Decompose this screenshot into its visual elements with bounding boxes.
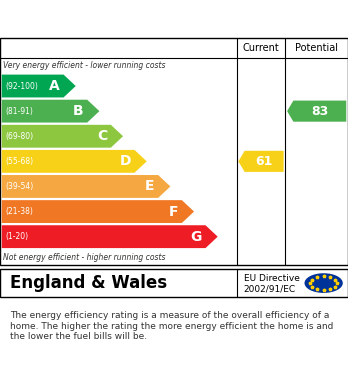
Polygon shape	[2, 200, 194, 223]
Text: C: C	[97, 129, 108, 143]
Text: (69-80): (69-80)	[5, 132, 33, 141]
Polygon shape	[2, 75, 76, 97]
Text: D: D	[120, 154, 131, 169]
Text: Potential: Potential	[295, 43, 338, 53]
Text: Very energy efficient - lower running costs: Very energy efficient - lower running co…	[3, 61, 166, 70]
Text: EU Directive: EU Directive	[244, 274, 300, 283]
Text: Current: Current	[243, 43, 279, 53]
Text: England & Wales: England & Wales	[10, 274, 168, 292]
Polygon shape	[2, 100, 100, 122]
Text: F: F	[169, 204, 179, 219]
Polygon shape	[238, 151, 284, 172]
Text: The energy efficiency rating is a measure of the overall efficiency of a home. T: The energy efficiency rating is a measur…	[10, 311, 334, 341]
Text: G: G	[191, 230, 202, 244]
Text: A: A	[49, 79, 60, 93]
Text: Energy Efficiency Rating: Energy Efficiency Rating	[10, 13, 220, 28]
Text: (92-100): (92-100)	[5, 81, 38, 91]
Text: Not energy efficient - higher running costs: Not energy efficient - higher running co…	[3, 253, 166, 262]
Text: (21-38): (21-38)	[5, 207, 33, 216]
Text: (1-20): (1-20)	[5, 232, 28, 241]
Text: 83: 83	[311, 105, 329, 118]
Text: (39-54): (39-54)	[5, 182, 33, 191]
Polygon shape	[287, 100, 346, 122]
Polygon shape	[2, 225, 218, 248]
Text: 61: 61	[255, 155, 273, 168]
Polygon shape	[2, 125, 123, 148]
Text: B: B	[73, 104, 84, 118]
Text: (81-91): (81-91)	[5, 107, 33, 116]
Polygon shape	[2, 150, 147, 173]
Text: (55-68): (55-68)	[5, 157, 33, 166]
Polygon shape	[2, 175, 171, 198]
Ellipse shape	[304, 273, 343, 293]
Text: E: E	[145, 179, 155, 194]
Text: 2002/91/EC: 2002/91/EC	[244, 284, 296, 293]
